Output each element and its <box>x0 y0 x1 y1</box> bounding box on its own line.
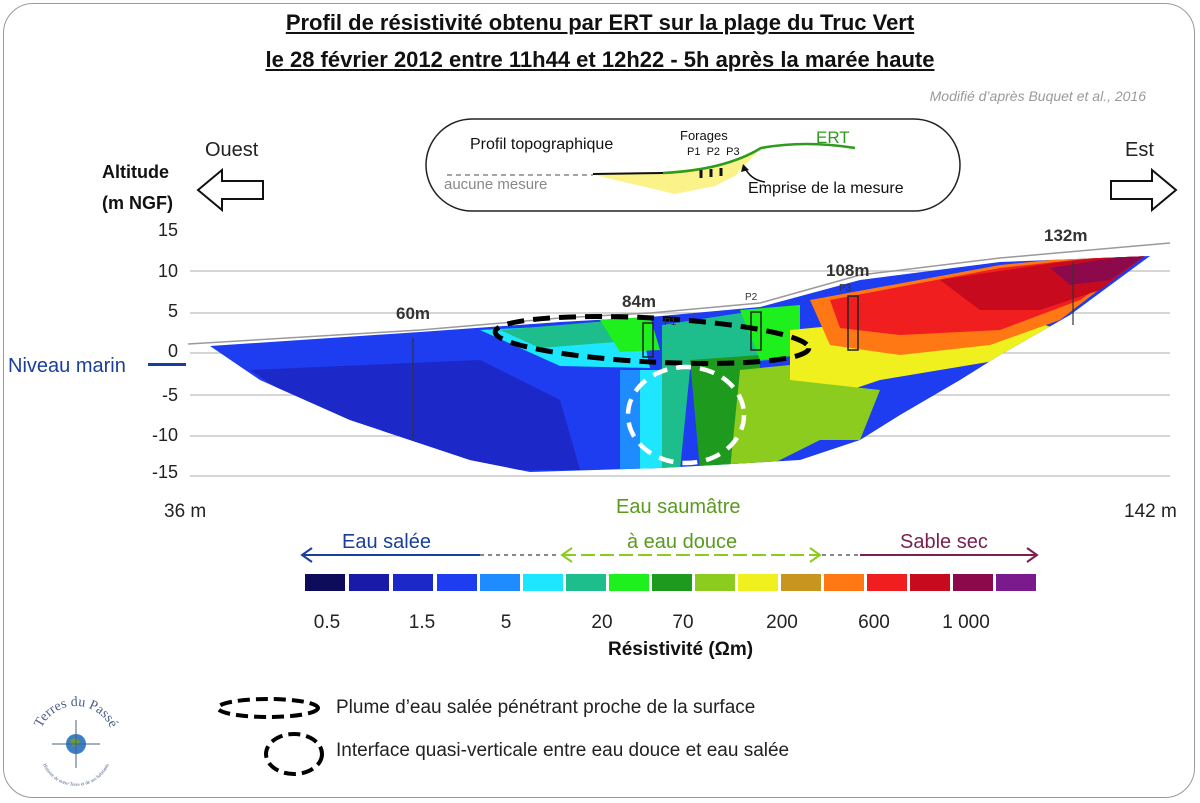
category-brackish-line-2: à eau douce <box>627 531 738 553</box>
page-frame <box>3 3 1195 798</box>
title-line-2: le 28 février 2012 entre 11h44 et 12h22 … <box>265 47 935 72</box>
sea-level-marker <box>148 363 186 366</box>
interface-circle <box>625 364 747 466</box>
inset-ert: ERT <box>816 128 850 147</box>
borehole-label-p1: P1 <box>664 317 677 328</box>
borehole-p3 <box>847 295 859 351</box>
legend-symbols <box>216 697 324 776</box>
distance-end: 142 m <box>1124 501 1177 522</box>
inset-topo-label: Profil topographique <box>470 136 614 153</box>
borehole-label-p3: P3 <box>839 283 852 294</box>
scale-value: 600 <box>858 612 890 633</box>
category-dry-sand: Sable sec <box>900 531 988 553</box>
west-arrow-icon <box>196 167 264 213</box>
sea-level-label: Niveau marin <box>8 355 126 377</box>
scale-value: 1.5 <box>408 612 436 633</box>
scale-value: 1 000 <box>942 612 990 633</box>
scale-swatch <box>824 574 864 591</box>
borehole-p2 <box>750 311 762 351</box>
terres-du-passe-logo: Terres du Passé Histoire de notre Terre … <box>32 695 121 788</box>
scale-value: 0.5 <box>313 612 341 633</box>
y-tick: -5 <box>161 385 178 405</box>
scale-value: 70 <box>672 612 694 633</box>
scale-swatch <box>996 574 1036 591</box>
distance-start: 36 m <box>164 501 207 522</box>
category-salt-water: Eau salée <box>342 531 431 553</box>
topography-line <box>187 242 1171 345</box>
inset-no-measure: aucune mesure <box>444 176 548 193</box>
category-arrows <box>300 547 1039 563</box>
scale-swatch <box>738 574 778 591</box>
scale-value: 5 <box>500 612 512 633</box>
scale-swatch <box>910 574 950 591</box>
scale-swatch <box>867 574 907 591</box>
y-tick: -10 <box>151 425 178 445</box>
interface-legend-circle <box>264 732 324 776</box>
salt-plume-ellipse <box>492 314 812 366</box>
distance-108m: 108m <box>826 261 870 280</box>
inset-p-labels: P1 P2 P3 <box>687 146 740 158</box>
distance-84m: 84m <box>622 292 657 311</box>
scale-value: 20 <box>591 612 613 633</box>
axis-title-line-2: (m NGF) <box>102 193 173 213</box>
title-line-1: Profil de résistivité obtenu par ERT sur… <box>285 10 915 35</box>
scale-swatch <box>523 574 563 591</box>
inset-diagram <box>425 118 961 212</box>
y-tick: 15 <box>157 220 178 240</box>
scale-swatch <box>953 574 993 591</box>
legend-plume: Plume d’eau salée pénétrant proche de la… <box>336 697 756 718</box>
scale-swatch <box>695 574 735 591</box>
y-tick: 5 <box>167 301 178 321</box>
scale-swatch <box>393 574 433 591</box>
y-tick: 0 <box>167 341 178 361</box>
category-brackish-line-1: Eau saumâtre <box>616 496 741 518</box>
scale-swatch <box>480 574 520 591</box>
east-label: Est <box>1125 139 1154 161</box>
credit: Modifié d’après Buquet et al., 2016 <box>929 88 1146 104</box>
scale-swatch <box>781 574 821 591</box>
borehole-p1 <box>642 322 654 358</box>
inset-forages: Forages <box>680 128 728 143</box>
scale-swatch <box>652 574 692 591</box>
west-label: Ouest <box>205 139 259 161</box>
borehole-label-p2: P2 <box>745 292 758 303</box>
east-arrow-icon <box>1110 167 1178 213</box>
plume-legend-ellipse <box>216 697 320 719</box>
y-tick: 10 <box>157 261 178 281</box>
distance-60m: 60m <box>396 304 431 323</box>
scale-swatch <box>305 574 345 591</box>
scale-swatch <box>609 574 649 591</box>
resistivity-section <box>187 242 1171 477</box>
scale-value: 200 <box>766 612 798 633</box>
distance-132m: 132m <box>1044 226 1088 245</box>
inset-emprise: Emprise de la mesure <box>748 180 904 197</box>
scale-swatch <box>437 574 477 591</box>
scale-swatch <box>349 574 389 591</box>
scale-swatch <box>566 574 606 591</box>
y-tick: -15 <box>151 462 178 482</box>
scale-title: Résistivité (Ωm) <box>608 639 754 660</box>
axis-title-line-1: Altitude <box>102 162 169 182</box>
legend-interface: Interface quasi-verticale entre eau douc… <box>336 740 790 761</box>
